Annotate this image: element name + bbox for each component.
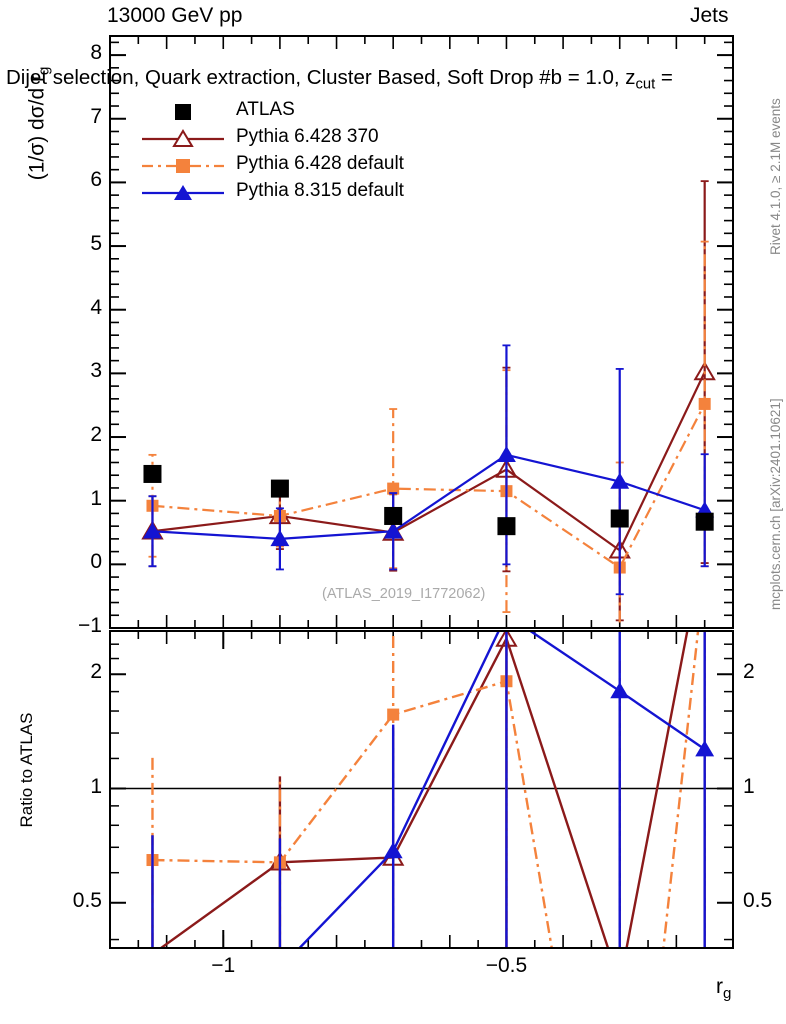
y-tick-label: 3: [90, 359, 102, 383]
ratio-pythia6-default-line: [152, 632, 700, 947]
atlas-data-marker: [610, 509, 629, 528]
pythia8-default-line: [152, 453, 706, 540]
ratio-y-tick-label: 0.5: [72, 888, 102, 912]
x-axis-label-subscript: g: [723, 984, 732, 1002]
plot-title-tail: =: [655, 66, 673, 89]
legend-label: Pythia 6.428 370: [236, 126, 379, 147]
main-panel-frame: [109, 35, 734, 629]
ratio-y-tick-label: 1: [90, 774, 102, 798]
pythia6-370-line: [152, 371, 706, 552]
legend-label: Pythia 6.428 default: [236, 153, 404, 174]
plot-title-text: Dijet selection, Quark extraction, Clust…: [6, 66, 636, 89]
y-tick-label: 0: [90, 550, 102, 574]
ratio-data-layer: [146, 632, 715, 947]
legend-label: ATLAS: [236, 99, 295, 120]
atlas-data-marker: [143, 464, 162, 483]
ratio-y-tick-label-right: 2: [743, 660, 755, 684]
y-tick-label: 6: [90, 168, 102, 192]
pythia6-default-line: [152, 403, 706, 570]
atlas-data-marker: [384, 506, 403, 525]
x-axis-label: rg: [716, 975, 731, 1002]
legend-symbol: [175, 104, 191, 120]
analysis-watermark: (ATLAS_2019_I1772062): [322, 586, 486, 602]
marker-square: [387, 482, 400, 495]
ratio-pythia8-default-line: [298, 632, 706, 947]
marker-triangle-filled: [497, 445, 516, 463]
marker-square: [698, 397, 711, 410]
legend-symbol: [142, 129, 224, 147]
header-category: Jets: [690, 4, 729, 27]
legend-symbol: [142, 159, 224, 173]
marker-triangle-filled: [383, 522, 403, 539]
legend-marker-triangle-filled: [174, 185, 192, 200]
marker-triangle-filled: [383, 842, 403, 859]
legend-marker-triangle-open: [172, 129, 194, 147]
atlas-data-marker: [695, 512, 714, 531]
header-beam-energy: 13000 GeV pp: [107, 4, 243, 27]
marker-square: [387, 708, 400, 721]
y-tick-label: 7: [90, 104, 102, 128]
ratio-pythia6-370-line: [160, 632, 689, 947]
y-tick-label: −1: [78, 614, 102, 637]
plot-title: Dijet selection, Quark extraction, Clust…: [6, 66, 673, 93]
y-tick-label: 4: [90, 295, 102, 319]
legend-label: Pythia 8.315 default: [236, 180, 404, 201]
marker-triangle-filled: [270, 529, 290, 547]
marker-triangle-filled: [610, 472, 630, 489]
atlas-data-marker: [270, 479, 289, 498]
marker-triangle-filled: [143, 522, 162, 539]
marker-triangle-filled: [610, 682, 630, 699]
ratio-y-tick-label: 2: [90, 660, 102, 684]
x-tick-label: −0.5: [485, 954, 528, 977]
ratio-y-tick-label-right: 0.5: [743, 888, 773, 912]
legend-symbol: [142, 185, 224, 200]
x-tick-label: −1: [211, 954, 236, 977]
y-tick-label: 2: [90, 423, 102, 447]
y-tick-label: 5: [90, 232, 102, 256]
marker-triangle-filled: [695, 740, 715, 757]
main-data-layer: [141, 180, 716, 627]
ratio-y-tick-label-right: 1: [743, 774, 755, 798]
plot-title-subscript: cut: [635, 76, 656, 93]
y-tick-label: 8: [90, 41, 102, 65]
y-tick-label: 1: [90, 486, 102, 510]
x-axis-label-text: r: [716, 975, 723, 998]
legend-marker-square: [176, 159, 190, 173]
legend-marker-square: [175, 104, 191, 120]
atlas-data-marker: [497, 517, 516, 536]
